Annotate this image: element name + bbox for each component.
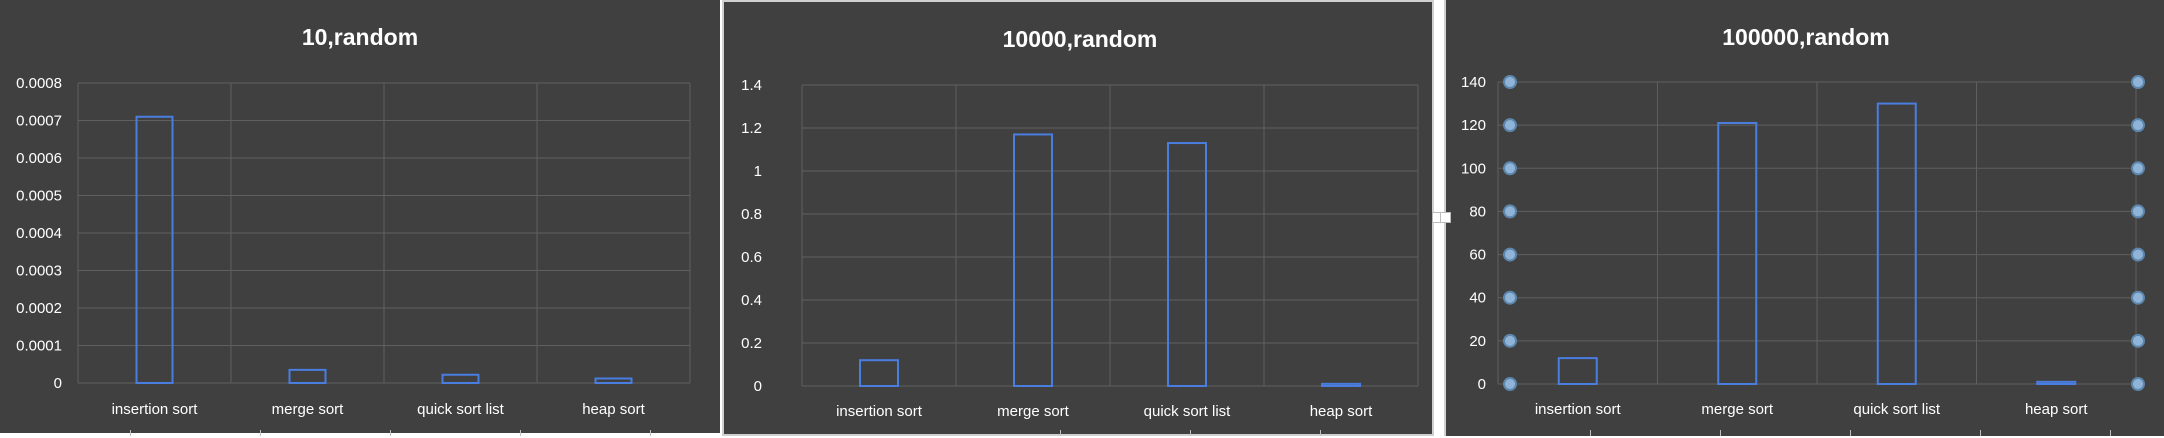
selection-handle-left[interactable] [1503, 118, 1517, 133]
chart-title: 10,random [302, 24, 418, 50]
y-tick-label: 0.0008 [16, 75, 62, 92]
x-category-label: insertion sort [836, 403, 923, 420]
y-tick-label: 40 [1469, 290, 1486, 307]
selection-handle-right[interactable] [2131, 161, 2145, 176]
selection-handle-left[interactable] [1503, 204, 1517, 219]
y-tick-label: 0.0005 [16, 188, 62, 205]
cell-edge-tick [1980, 430, 1981, 436]
x-category-label: merge sort [272, 401, 345, 418]
selection-handle-left[interactable] [1503, 247, 1517, 262]
cell-edge-tick [1850, 430, 1851, 436]
bar-insertion-sort[interactable] [135, 115, 174, 384]
selection-handle-right[interactable] [2131, 290, 2145, 305]
y-tick-label: 100 [1461, 160, 1486, 177]
y-tick-label: 1 [754, 163, 762, 180]
selection-handle-right[interactable] [2131, 204, 2145, 219]
x-category-label: insertion sort [1535, 401, 1622, 418]
y-tick-label: 60 [1469, 247, 1486, 264]
x-category-label: quick sort list [417, 401, 505, 418]
bar-quick-sort-list[interactable] [1167, 142, 1207, 387]
bar-insertion-sort[interactable] [859, 359, 899, 388]
x-category-label: quick sort list [1144, 403, 1232, 420]
bar-heap-sort[interactable] [594, 377, 633, 384]
y-tick-label: 1.2 [741, 120, 762, 137]
cell-edge-tick [1060, 430, 1061, 436]
y-tick-label: 0 [54, 375, 62, 392]
resize-handle-right[interactable] [1440, 212, 1451, 223]
bar-merge-sort[interactable] [288, 368, 327, 384]
bar-chart-10000-random: 10000,random 0 0.2 0.4 0.6 0.8 1 1.2 1.4 insertio… [741, 26, 1419, 420]
bar-chart-10-random: 10,random 0 0.0001 0.0002 0.0003 0.0004 0.0005… [16, 24, 691, 418]
cell-edge-tick [260, 430, 261, 436]
x-category-label: insertion sort [112, 401, 199, 418]
y-tick-label: 0.0004 [16, 225, 62, 242]
selection-handle-right[interactable] [2131, 333, 2145, 348]
selection-handle-left[interactable] [1503, 377, 1517, 391]
y-tick-label: 0.0001 [16, 338, 62, 355]
y-tick-label: 0 [754, 378, 762, 395]
cell-edge-tick [650, 430, 651, 436]
x-category-label: merge sort [1701, 401, 1774, 418]
y-tick-label: 20 [1469, 333, 1486, 350]
y-tick-label: 140 [1461, 74, 1486, 91]
y-tick-label: 0 [1478, 376, 1486, 393]
x-category-label: merge sort [997, 403, 1070, 420]
cell-edge-tick [1590, 430, 1591, 436]
selection-handle-right[interactable] [2131, 118, 2145, 133]
selection-handle-left[interactable] [1503, 161, 1517, 176]
y-tick-label: 0.6 [741, 249, 762, 266]
chart-panel-10-random[interactable]: 10,random 0 0.0001 0.0002 0.0003 0.0004 0.0005… [0, 0, 720, 433]
selection-handle-right[interactable] [2131, 377, 2145, 391]
chart-title: 10000,random [1003, 26, 1158, 52]
x-category-label: heap sort [2025, 401, 2088, 418]
selection-handle-left[interactable] [1503, 333, 1517, 348]
bar-heap-sort[interactable] [2036, 380, 2077, 386]
cell-edge-tick [390, 430, 391, 436]
cell-edge-tick [1720, 430, 1721, 436]
selection-handle-left[interactable] [1503, 290, 1517, 305]
y-tick-label: 0.0003 [16, 263, 62, 280]
selection-handle-left[interactable] [1503, 75, 1517, 89]
y-tick-label: 0.0006 [16, 150, 62, 167]
y-tick-label: 0.8 [741, 206, 762, 223]
chart-title: 100000,random [1722, 24, 1889, 50]
x-category-label: heap sort [582, 401, 645, 418]
bar-merge-sort[interactable] [1717, 121, 1758, 385]
cell-edge-tick [2110, 430, 2111, 436]
y-tick-label: 120 [1461, 117, 1486, 134]
bar-insertion-sort[interactable] [1557, 357, 1598, 386]
selection-handle-right[interactable] [2131, 75, 2145, 89]
y-tick-label: 0.2 [741, 335, 762, 352]
cell-edge-tick [1320, 430, 1321, 436]
chart-panel-10000-random[interactable]: 10000,random 0 0.2 0.4 0.6 0.8 1 1.2 1.4 insertio… [722, 0, 1434, 436]
x-category-label: heap sort [1310, 403, 1373, 420]
cell-edge-tick [130, 430, 131, 436]
y-tick-label: 1.4 [741, 77, 762, 94]
bar-merge-sort[interactable] [1013, 133, 1053, 387]
bar-quick-sort-list[interactable] [441, 373, 480, 384]
y-tick-label: 0.0007 [16, 113, 62, 130]
cell-edge-tick [520, 430, 521, 436]
bar-quick-sort-list[interactable] [1876, 102, 1917, 385]
cell-edge-tick [1190, 430, 1191, 436]
x-category-label: quick sort list [1853, 401, 1941, 418]
selection-handle-right[interactable] [2131, 247, 2145, 262]
bar-heap-sort[interactable] [1321, 382, 1361, 388]
y-tick-label: 80 [1469, 203, 1486, 220]
y-tick-label: 0.0002 [16, 300, 62, 317]
chart-panel-100000-random[interactable]: 100000,random 0 20 40 60 80 100 120 140 insertion… [1444, 0, 2164, 436]
y-tick-label: 0.4 [741, 292, 762, 309]
bar-chart-100000-random: 100000,random 0 20 40 60 80 100 120 140 insertion… [1461, 24, 2145, 418]
